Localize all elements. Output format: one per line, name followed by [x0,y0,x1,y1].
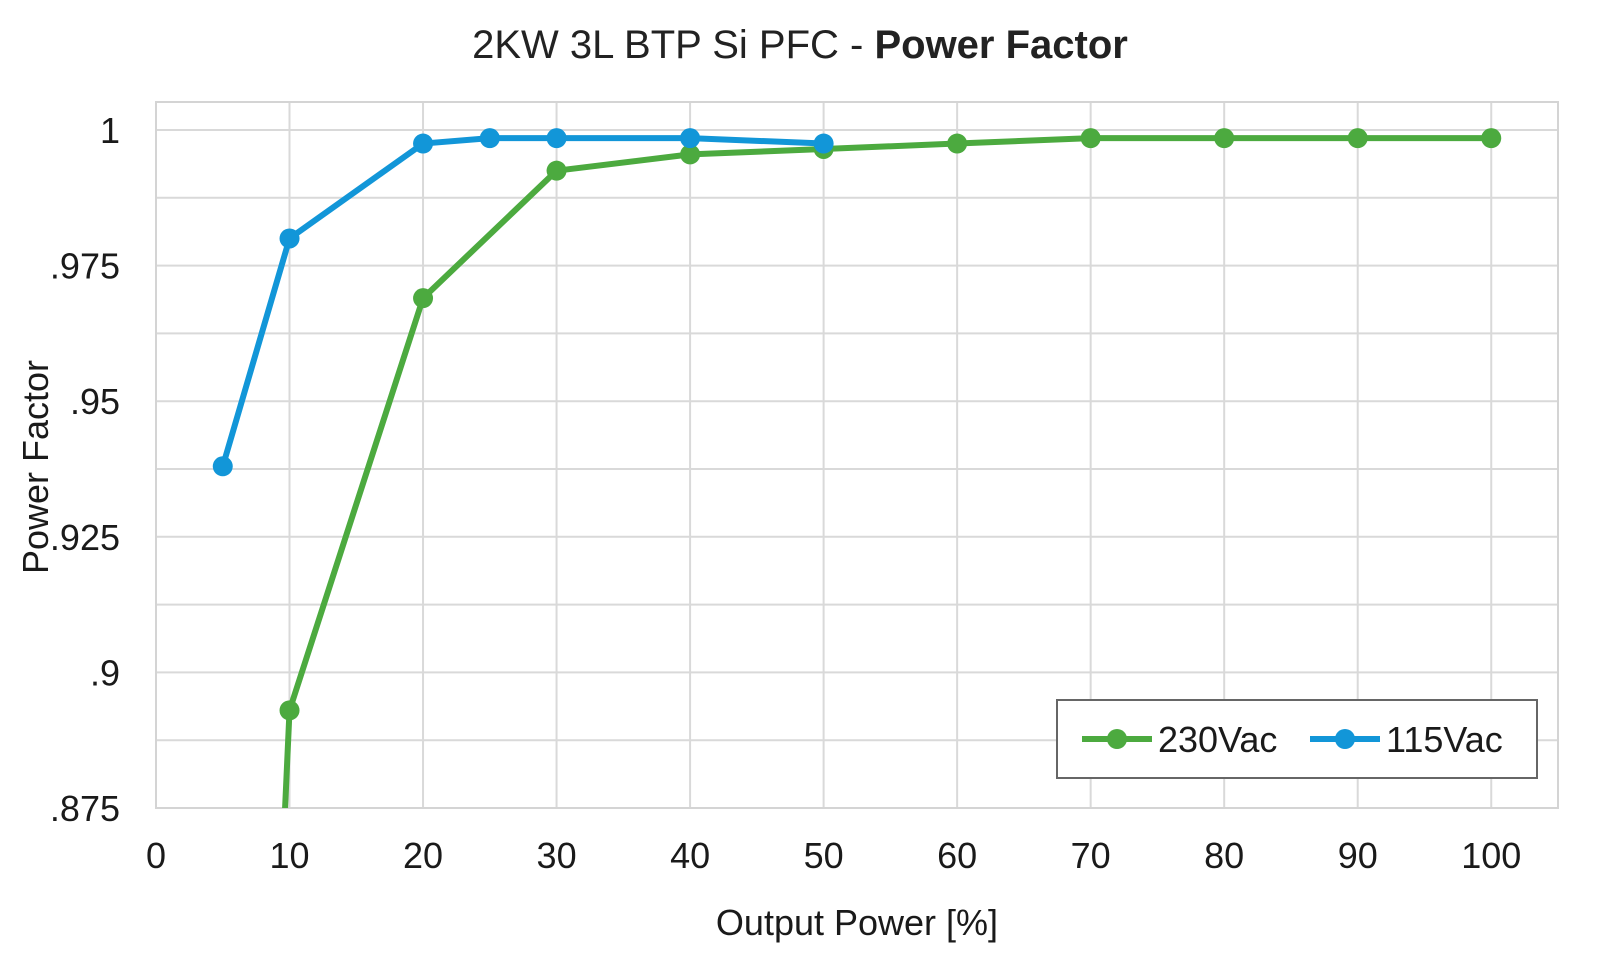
data-point [947,133,968,154]
legend-label: 115Vac [1386,719,1503,760]
y-tick-label: 1 [100,110,120,151]
x-tick-label: 100 [1461,835,1521,876]
data-point [546,160,567,181]
y-tick-label: .9 [90,652,120,693]
x-axis-label: Output Power [%] [716,902,998,943]
x-tick-label: 70 [1071,835,1111,876]
series-layer [212,128,1502,808]
chart-title: 2KW 3L BTP Si PFC - Power Factor [472,23,1128,67]
data-point [279,700,300,721]
x-axis-ticks: 0 10 20 30 40 50 60 70 80 90 100 [146,835,1521,876]
legend-item: 115Vac [1310,719,1503,760]
data-point [546,128,567,149]
legend-label: 230Vac [1158,719,1277,760]
chart-title-plain: 2KW 3L BTP Si PFC - [472,23,874,67]
x-tick-label: 60 [937,835,977,876]
chart-title-bold: Power Factor [874,23,1127,67]
x-tick-label: 10 [270,835,310,876]
data-point [1080,128,1101,149]
x-tick-label: 90 [1338,835,1378,876]
y-axis-ticks: .875 .9 .925 .95 .975 1 [50,110,120,829]
data-point [212,456,233,477]
data-point [813,133,834,154]
y-tick-label: .875 [50,788,120,829]
x-tick-label: 50 [804,835,844,876]
data-point [680,128,701,149]
y-axis-label: Power Factor [15,360,56,574]
data-point [413,133,434,154]
data-point [680,144,701,165]
legend-swatch-marker [1335,729,1355,749]
y-tick-label: .95 [70,381,120,422]
x-tick-label: 20 [403,835,443,876]
plot-area-border [155,101,1559,809]
x-tick-label: 0 [146,835,166,876]
grid-lines [156,102,1558,808]
data-point [413,288,434,309]
y-tick-label: .975 [50,246,120,287]
data-point [279,228,300,249]
data-point [1481,128,1502,149]
x-tick-label: 80 [1204,835,1244,876]
x-tick-label: 30 [537,835,577,876]
data-point [1347,128,1368,149]
series-line [219,135,824,468]
y-tick-label: .925 [50,517,120,558]
legend: 230Vac 115Vac [1056,699,1538,779]
data-point [479,128,500,149]
series-115vac [212,128,834,477]
data-point [1214,128,1235,149]
x-tick-label: 40 [670,835,710,876]
legend-item: 230Vac [1082,719,1277,760]
legend-swatch-marker [1107,729,1127,749]
